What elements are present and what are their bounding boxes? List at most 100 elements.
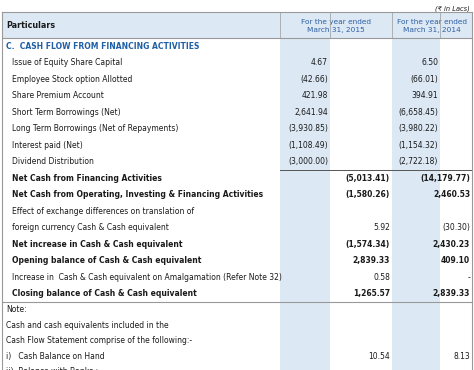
Bar bbox=[280, 54, 330, 71]
Text: (30.30): (30.30) bbox=[442, 223, 470, 232]
Text: (2,722.18): (2,722.18) bbox=[399, 157, 438, 166]
Bar bbox=[392, 349, 440, 364]
Text: 2,430.23: 2,430.23 bbox=[433, 240, 470, 249]
Bar bbox=[330, 203, 392, 219]
Bar bbox=[330, 54, 392, 71]
Text: 2,839.33: 2,839.33 bbox=[433, 289, 470, 298]
Text: (1,580.26): (1,580.26) bbox=[346, 190, 390, 199]
Text: 10.54: 10.54 bbox=[368, 352, 390, 361]
Bar bbox=[392, 186, 440, 203]
Bar bbox=[280, 186, 330, 203]
Bar bbox=[280, 38, 330, 54]
Bar bbox=[330, 333, 392, 349]
Text: Net Cash from Financing Activities: Net Cash from Financing Activities bbox=[12, 174, 162, 183]
Bar bbox=[440, 104, 472, 121]
Text: Closing balance of Cash & Cash equivalent: Closing balance of Cash & Cash equivalen… bbox=[12, 289, 197, 298]
Bar bbox=[280, 269, 330, 286]
Text: Increase in  Cash & Cash equivalent on Amalgamation (Refer Note 32): Increase in Cash & Cash equivalent on Am… bbox=[12, 273, 282, 282]
Bar bbox=[330, 71, 392, 87]
Text: Note:: Note: bbox=[6, 305, 27, 314]
Text: (3,930.85): (3,930.85) bbox=[288, 124, 328, 133]
Bar bbox=[440, 170, 472, 186]
Text: 4.67: 4.67 bbox=[311, 58, 328, 67]
Text: 5.92: 5.92 bbox=[373, 223, 390, 232]
Text: 421.98: 421.98 bbox=[301, 91, 328, 100]
Bar bbox=[280, 170, 330, 186]
Bar bbox=[280, 71, 330, 87]
Bar bbox=[280, 252, 330, 269]
Bar bbox=[280, 137, 330, 154]
Bar bbox=[330, 364, 392, 370]
Text: Interest paid (Net): Interest paid (Net) bbox=[12, 141, 83, 150]
Text: -: - bbox=[467, 273, 470, 282]
Text: Short Term Borrowings (Net): Short Term Borrowings (Net) bbox=[12, 108, 120, 117]
Bar bbox=[280, 302, 330, 317]
Bar bbox=[440, 236, 472, 252]
Text: Long Term Borrowings (Net of Repayments): Long Term Borrowings (Net of Repayments) bbox=[12, 124, 178, 133]
Bar bbox=[2, 12, 472, 38]
Text: Effect of exchange differences on translation of: Effect of exchange differences on transl… bbox=[12, 207, 194, 216]
Text: (1,154.32): (1,154.32) bbox=[398, 141, 438, 150]
Bar bbox=[392, 71, 440, 87]
Bar bbox=[440, 38, 472, 54]
Text: 8.13: 8.13 bbox=[453, 352, 470, 361]
Text: Share Premium Account: Share Premium Account bbox=[12, 91, 104, 100]
Bar bbox=[280, 236, 330, 252]
Bar bbox=[392, 54, 440, 71]
Bar bbox=[330, 104, 392, 121]
Bar bbox=[440, 252, 472, 269]
Bar bbox=[280, 286, 330, 302]
Bar bbox=[440, 203, 472, 219]
Bar bbox=[392, 104, 440, 121]
Bar bbox=[440, 121, 472, 137]
Text: For the year ended: For the year ended bbox=[397, 19, 467, 25]
Bar bbox=[392, 170, 440, 186]
Bar bbox=[330, 219, 392, 236]
Text: (14,179.77): (14,179.77) bbox=[420, 174, 470, 183]
Bar bbox=[440, 286, 472, 302]
Bar bbox=[330, 252, 392, 269]
Bar bbox=[440, 186, 472, 203]
Bar bbox=[330, 87, 392, 104]
Text: Employee Stock option Allotted: Employee Stock option Allotted bbox=[12, 75, 132, 84]
Bar bbox=[440, 137, 472, 154]
Bar bbox=[280, 333, 330, 349]
Text: (42.66): (42.66) bbox=[300, 75, 328, 84]
Bar bbox=[330, 38, 392, 54]
Bar bbox=[280, 364, 330, 370]
Text: 2,460.53: 2,460.53 bbox=[433, 190, 470, 199]
Text: 0.58: 0.58 bbox=[373, 273, 390, 282]
Text: Opening balance of Cash & Cash equivalent: Opening balance of Cash & Cash equivalen… bbox=[12, 256, 201, 265]
Bar bbox=[280, 154, 330, 170]
Text: Particulars: Particulars bbox=[6, 20, 55, 30]
Bar bbox=[280, 121, 330, 137]
Text: i)   Cash Balance on Hand: i) Cash Balance on Hand bbox=[6, 352, 105, 361]
Bar bbox=[392, 269, 440, 286]
Bar bbox=[440, 269, 472, 286]
Text: 1,265.57: 1,265.57 bbox=[353, 289, 390, 298]
Bar bbox=[330, 121, 392, 137]
Bar bbox=[440, 302, 472, 317]
Text: 394.91: 394.91 bbox=[411, 91, 438, 100]
Bar bbox=[330, 286, 392, 302]
Bar bbox=[440, 219, 472, 236]
Bar bbox=[392, 252, 440, 269]
Bar bbox=[392, 38, 440, 54]
Bar bbox=[440, 154, 472, 170]
Bar bbox=[280, 317, 330, 333]
Text: (6,658.45): (6,658.45) bbox=[398, 108, 438, 117]
Bar bbox=[440, 87, 472, 104]
Text: March 31, 2015: March 31, 2015 bbox=[307, 27, 365, 33]
Bar bbox=[330, 349, 392, 364]
Text: Cash and cash equivalents included in the: Cash and cash equivalents included in th… bbox=[6, 321, 169, 330]
Bar bbox=[440, 71, 472, 87]
Bar bbox=[440, 54, 472, 71]
Bar bbox=[330, 170, 392, 186]
Bar bbox=[280, 349, 330, 364]
Bar bbox=[392, 317, 440, 333]
Text: 409.10: 409.10 bbox=[441, 256, 470, 265]
Text: Net increase in Cash & Cash equivalent: Net increase in Cash & Cash equivalent bbox=[12, 240, 182, 249]
Text: Cash Flow Statement comprise of the following:-: Cash Flow Statement comprise of the foll… bbox=[6, 336, 192, 345]
Text: Dividend Distribution: Dividend Distribution bbox=[12, 157, 94, 166]
Bar bbox=[330, 137, 392, 154]
